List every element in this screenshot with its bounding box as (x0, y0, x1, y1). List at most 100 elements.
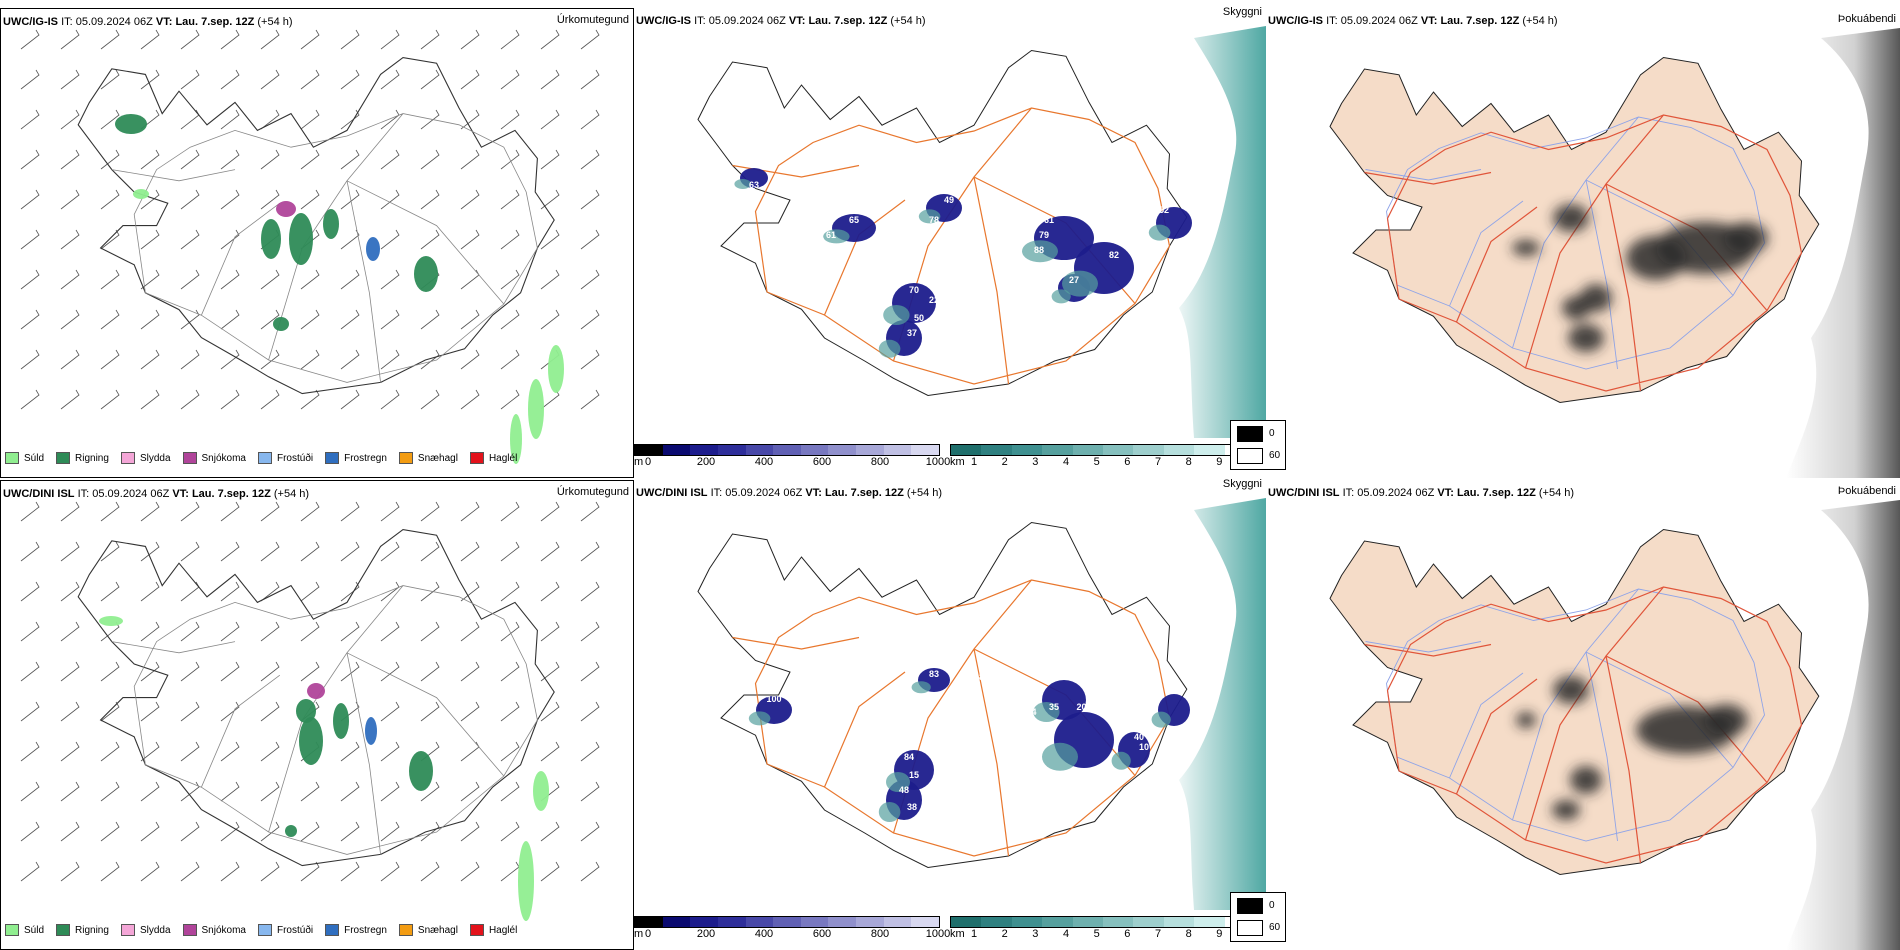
wind-barb (460, 501, 480, 522)
legend-label: Frostregn (344, 924, 387, 936)
colorbar-tick: 1 (970, 928, 978, 940)
wind-barb (380, 501, 400, 522)
colorbar-cell (745, 445, 774, 455)
visibility-area (1062, 270, 1098, 297)
wind-barb (180, 781, 200, 802)
wind-barb (60, 29, 80, 50)
visibility-colorbar: km12345678910 (950, 444, 1256, 472)
variable-label: Úrkomutegund (556, 14, 629, 26)
wind-barb (100, 541, 120, 562)
precip-area (533, 771, 549, 811)
wind-barb (140, 581, 160, 602)
colorbar-cell (717, 917, 746, 927)
variable-label: Úrkomutegund (556, 486, 629, 498)
wind-barb (180, 501, 200, 522)
colorbar-cell (981, 445, 1012, 455)
legend-swatch (257, 452, 272, 464)
wind-barb (260, 69, 280, 90)
wind-barb (460, 661, 480, 682)
colorbar-cell (1133, 445, 1164, 455)
wind-barb (260, 269, 280, 290)
wind-barb (300, 661, 320, 682)
legend-label: Slydda (139, 452, 171, 464)
wind-barb (380, 309, 400, 330)
wind-barb (460, 821, 480, 842)
wind-barb (140, 269, 160, 290)
wind-barb (540, 309, 560, 330)
visibility-area (886, 772, 910, 792)
cloud-panel: UWC/IG-IS IT: 05.09.2024 06Z VT: Lau. 7.… (634, 6, 1266, 478)
wind-barb (420, 701, 440, 722)
wind-barb (460, 149, 480, 170)
wind-barb (580, 109, 600, 130)
cloud-base-label: 84 (904, 752, 914, 762)
wind-barb (260, 581, 280, 602)
wind-barb (140, 701, 160, 722)
colorbar-cell (1133, 917, 1164, 927)
legend-label: Snæhagl (417, 924, 458, 936)
colorbar-tick: 200 (696, 456, 716, 468)
wind-barb (140, 541, 160, 562)
wind-barb (540, 621, 560, 642)
wind-barb (300, 309, 320, 330)
precip-panel: UWC/IG-IS IT: 05.09.2024 06Z VT: Lau. 7.… (0, 8, 634, 478)
wind-barb (140, 621, 160, 642)
wind-barb (340, 309, 360, 330)
wind-barb (140, 189, 160, 210)
wind-barb (220, 821, 240, 842)
colorbar-cell (662, 917, 691, 927)
precip-map (20, 501, 600, 921)
legend-item: Frostregn (325, 924, 387, 936)
wind-barb (540, 69, 560, 90)
wind-barb (420, 581, 440, 602)
colorbar-cell (911, 917, 940, 927)
wind-barb (340, 349, 360, 370)
wind-barb (20, 149, 40, 170)
cloud-base-label: 26 (929, 332, 939, 342)
colorbar-cell (1042, 917, 1073, 927)
wind-barb (260, 309, 280, 330)
wind-barb (540, 661, 560, 682)
colorbar-cell (1103, 445, 1134, 455)
wind-barb (220, 29, 240, 50)
cloud-base-label: 200 (1076, 702, 1091, 712)
precip-area (365, 717, 377, 745)
colorbar-tick: 3 (1032, 456, 1039, 468)
precip-panel: UWC/DINI ISL IT: 05.09.2024 06Z VT: Lau.… (0, 480, 634, 950)
wind-barb (460, 741, 480, 762)
cloud-base-label: 100 (766, 694, 781, 704)
wind-barb (460, 69, 480, 90)
cloud-base-label: 56 (1119, 707, 1129, 717)
wind-barb (580, 821, 600, 842)
wind-barb (340, 781, 360, 802)
colorbar-cell (951, 917, 982, 927)
legend-item: Slydda (120, 452, 171, 464)
fog-panel: UWC/DINI ISL IT: 05.09.2024 06Z VT: Lau.… (1230, 480, 1900, 950)
wind-barb (180, 581, 200, 602)
colorbar-tick: 2 (1001, 928, 1008, 940)
fog-map (1329, 500, 1900, 950)
wind-barb (20, 389, 40, 410)
legend-label: Haglél (488, 452, 518, 464)
wind-barb (460, 581, 480, 602)
wind-barb (460, 349, 480, 370)
legend-label: Rigning (75, 924, 109, 936)
wind-barb (60, 861, 80, 882)
variable-label: Þokuábendi (1837, 13, 1896, 25)
wind-barb (500, 781, 520, 802)
wind-barb (420, 541, 440, 562)
wind-barb (580, 501, 600, 522)
wind-barb (420, 309, 440, 330)
wind-barb (460, 389, 480, 410)
wind-barb (220, 389, 240, 410)
colorbar-cell (1194, 445, 1225, 455)
colorbar-cell (800, 445, 829, 455)
wind-barb (100, 501, 120, 522)
visibility-area (918, 209, 941, 224)
wind-barb (340, 229, 360, 250)
colorbar-cell (1163, 445, 1195, 455)
fog-area (1512, 240, 1540, 256)
wind-barb (460, 189, 480, 210)
legend-swatch (56, 452, 71, 464)
panel-title: UWC/IG-IS IT: 05.09.2024 06Z VT: Lau. 7.… (1268, 15, 1558, 27)
